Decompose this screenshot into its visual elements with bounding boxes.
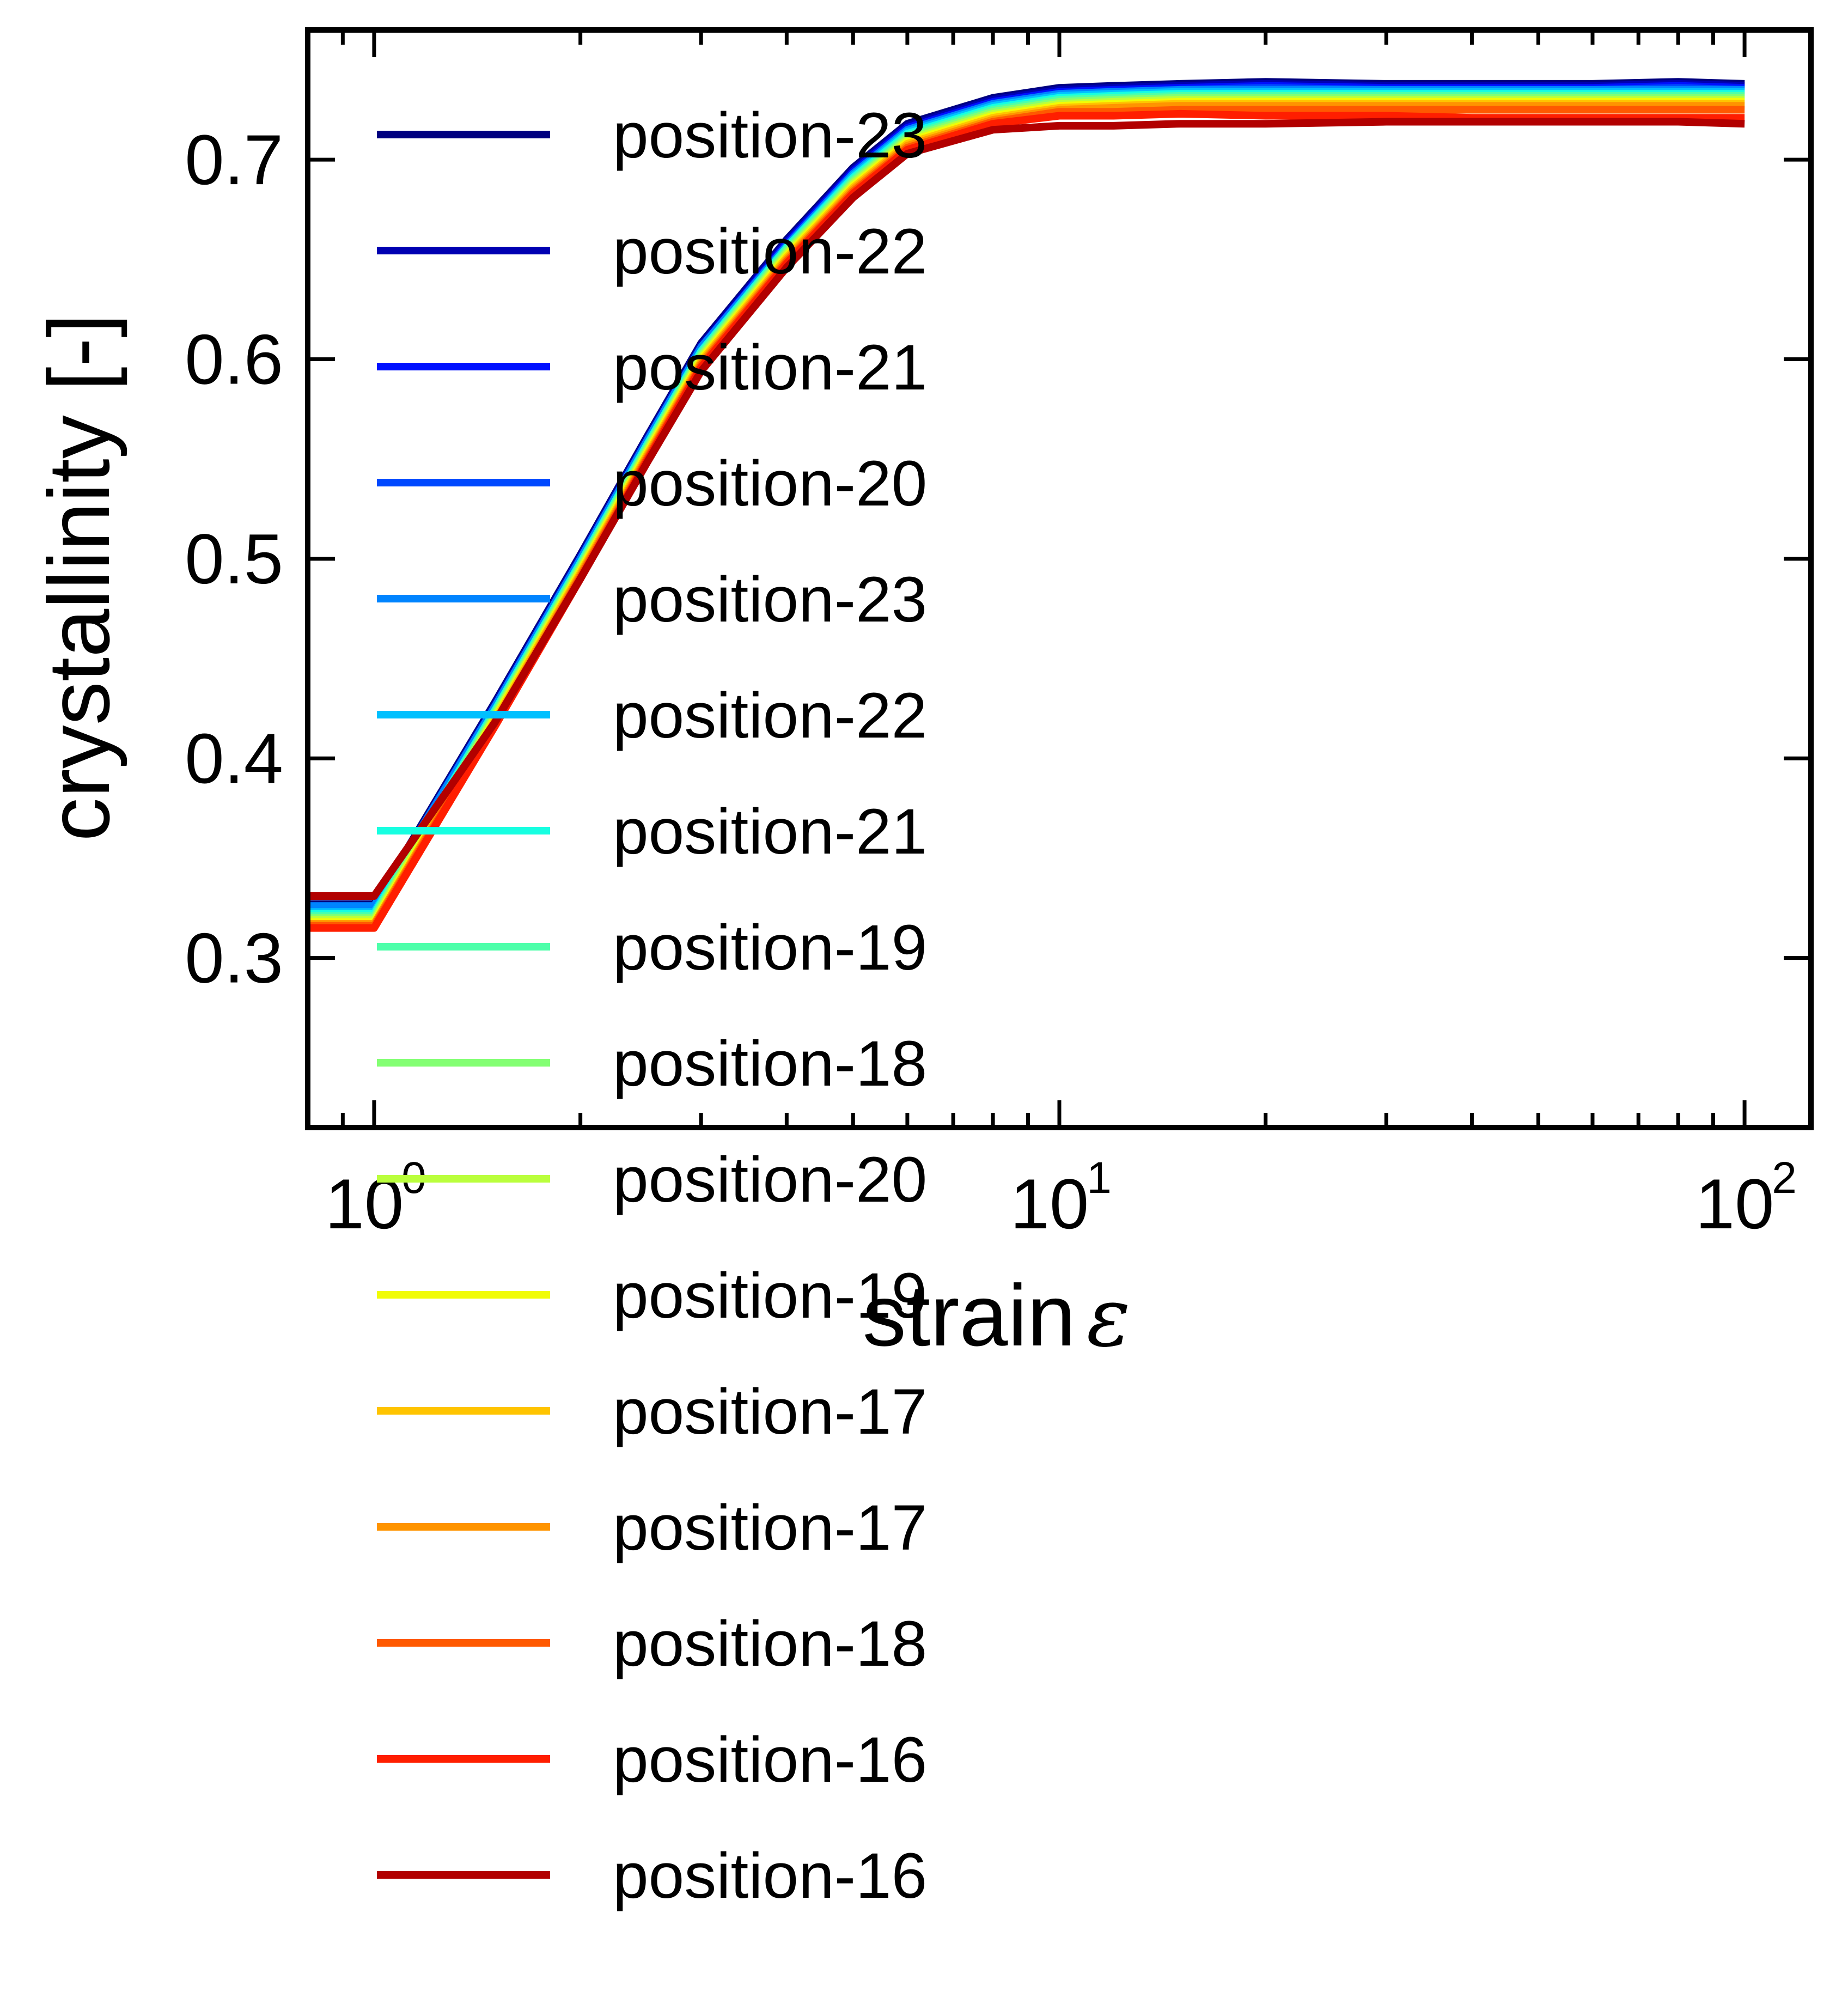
legend-label: position-20 — [613, 448, 927, 520]
series-line-14 — [308, 106, 1745, 930]
series-line-12 — [308, 100, 1745, 928]
series-line-13 — [308, 102, 1745, 928]
series-line-11 — [308, 98, 1745, 926]
tick-layer — [308, 30, 1811, 1128]
legend: position-23 position-22 position-21 positio… — [377, 100, 927, 1912]
x-axis-title: strain — [863, 1266, 1076, 1364]
legend-label: position-20 — [613, 1144, 927, 1216]
x-tick-label-exponent: 2 — [1772, 1153, 1797, 1203]
x-tick-label-exponent: 1 — [1087, 1153, 1112, 1203]
legend-label: position-17 — [613, 1492, 927, 1564]
series-layer — [308, 78, 1745, 932]
x-tick-label: 10 — [1695, 1164, 1774, 1244]
legend-label: position-16 — [613, 1724, 927, 1796]
legend-label: position-21 — [613, 332, 927, 404]
y-tick-label: 0.3 — [185, 918, 283, 998]
series-line-5 — [308, 86, 1745, 910]
x-axis-symbol: ε — [1087, 1270, 1131, 1365]
series-line-16 — [308, 118, 1745, 900]
y-tick-label: 0.6 — [185, 320, 283, 399]
legend-label: position-23 — [613, 564, 927, 636]
series-line-10 — [308, 96, 1745, 924]
legend-label: position-19 — [613, 1260, 927, 1332]
legend-label: position-21 — [613, 796, 927, 868]
legend-label: position-18 — [613, 1028, 927, 1100]
y-axis-title: crystallinity [-] — [30, 314, 127, 842]
y-tick-label: 0.5 — [185, 519, 283, 599]
series-line-15 — [308, 109, 1745, 932]
legend-label: position-22 — [613, 216, 927, 288]
series-line-4 — [308, 84, 1745, 914]
legend-label: position-19 — [613, 912, 927, 984]
legend-label: position-23 — [613, 100, 927, 172]
y-tick-label: 0.7 — [185, 120, 283, 199]
series-line-7 — [308, 90, 1745, 918]
plot-frame — [305, 27, 1814, 1130]
series-line-2 — [308, 80, 1745, 910]
series-line-6 — [308, 88, 1745, 916]
series-line-8 — [308, 92, 1745, 920]
series-line-9 — [308, 94, 1745, 922]
series-line-1 — [308, 78, 1745, 908]
series-line-3 — [308, 82, 1745, 912]
legend-label: position-17 — [613, 1376, 927, 1448]
legend-label: position-16 — [613, 1840, 927, 1912]
label-layer: 0.30.40.50.60.7100101102 — [185, 120, 1797, 1244]
legend-label: position-18 — [613, 1608, 927, 1680]
y-tick-label: 0.4 — [185, 718, 283, 798]
legend-label: position-22 — [613, 680, 927, 752]
x-tick-label: 10 — [1010, 1164, 1089, 1244]
